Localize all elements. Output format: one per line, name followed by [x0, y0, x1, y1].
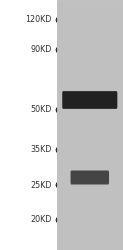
Text: 50KD: 50KD	[30, 106, 52, 114]
Text: 35KD: 35KD	[30, 146, 52, 154]
FancyBboxPatch shape	[62, 91, 117, 109]
Text: 20KD: 20KD	[30, 216, 52, 224]
Text: 90KD: 90KD	[30, 46, 52, 54]
Bar	[57, 0, 123, 250]
Text: 25KD: 25KD	[30, 180, 52, 190]
FancyBboxPatch shape	[71, 170, 109, 184]
Text: 120KD: 120KD	[25, 16, 52, 24]
